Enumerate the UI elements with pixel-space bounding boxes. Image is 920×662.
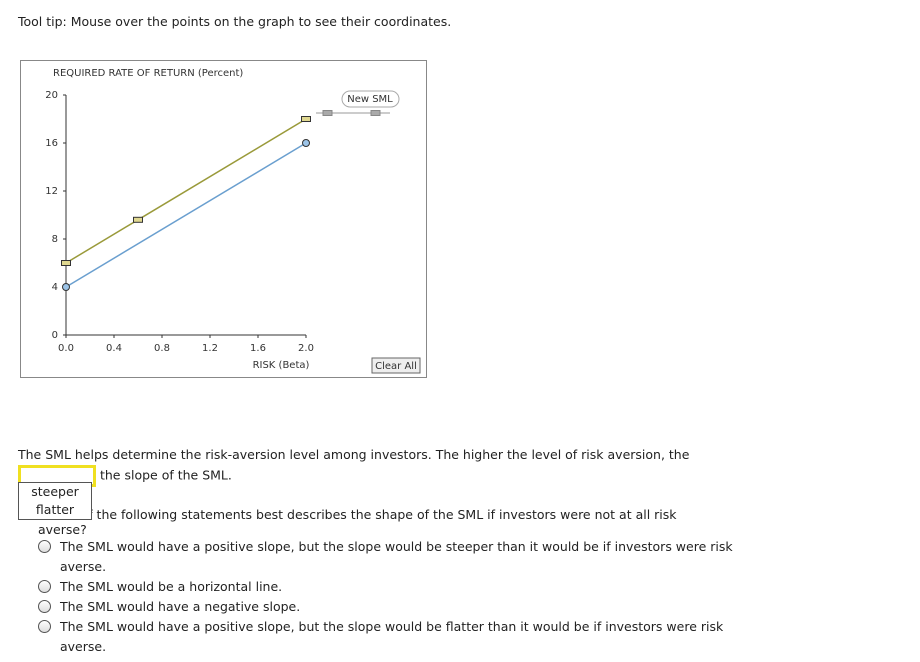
- radio-option[interactable]: The SML would have a positive slope, but…: [38, 617, 740, 657]
- x-tick-label: 2.0: [298, 343, 314, 354]
- x-axis-title: RISK (Beta): [253, 360, 310, 371]
- x-tick-label: 0.8: [154, 343, 170, 354]
- dropdown-option[interactable]: flatter: [35, 502, 75, 517]
- legend: [316, 90, 400, 116]
- data-point[interactable]: [302, 139, 310, 147]
- legend-box: [341, 90, 400, 108]
- option-text: The SML would have a positive slope, but…: [60, 539, 733, 574]
- tooltip: Tool tip: Mouse over the points on the g…: [18, 14, 452, 29]
- legend-icon: [370, 110, 381, 116]
- y-tick-label: 4: [52, 282, 58, 293]
- chart: REQUIRED RATE OF RETURN (Percent) RISK (…: [20, 60, 427, 378]
- series-line: [65, 142, 307, 288]
- x-tick-label: 1.2: [202, 343, 218, 354]
- data-point[interactable]: [133, 216, 143, 223]
- radio-option[interactable]: The SML would be a horizontal line.: [38, 577, 740, 597]
- y-tick-label: 0: [52, 330, 58, 341]
- x-tick-label: 1.6: [250, 343, 266, 354]
- clear-all-button[interactable]: [371, 357, 421, 374]
- x-tick-label: 0.4: [106, 343, 122, 354]
- radio-option[interactable]: The SML would have a positive slope, but…: [38, 537, 740, 577]
- radio-option[interactable]: The SML would have a negative slope.: [38, 597, 740, 617]
- y-tick-label: 12: [45, 186, 58, 197]
- question2-text: Which of the following statements best d…: [38, 507, 677, 537]
- data-point[interactable]: [301, 116, 311, 122]
- legend-label: New SML: [347, 94, 393, 105]
- x-tick-label: 0.0: [58, 343, 74, 354]
- question1-after: the slope of the SML.: [99, 467, 232, 483]
- y-axis-title: REQUIRED RATE OF RETURN (Percent): [53, 68, 243, 79]
- data-point[interactable]: [61, 260, 71, 266]
- radio-button[interactable]: [38, 540, 51, 553]
- legend-icon: [322, 110, 333, 116]
- radio-button[interactable]: [38, 600, 51, 613]
- radio-button[interactable]: [38, 620, 51, 633]
- radio-button[interactable]: [38, 580, 51, 593]
- question1: The SML helps determine the risk-aversio…: [18, 445, 698, 487]
- y-tick-label: 8: [52, 234, 58, 245]
- option-text: The SML would be a horizontal line.: [60, 579, 283, 594]
- y-tick-label: 16: [45, 138, 58, 149]
- option-text: The SML would have a negative slope.: [60, 599, 301, 614]
- dropdown-list[interactable]: steeper flatter: [18, 482, 92, 520]
- y-tick-label: 20: [45, 90, 58, 101]
- chart-frame: [20, 60, 427, 378]
- clear-all-label[interactable]: Clear All: [375, 361, 417, 372]
- question1-text: The SML helps determine the risk-aversio…: [18, 447, 690, 462]
- data-point[interactable]: [62, 283, 70, 291]
- option-text: The SML would have a positive slope, but…: [60, 619, 724, 654]
- dropdown-option[interactable]: steeper: [31, 484, 79, 499]
